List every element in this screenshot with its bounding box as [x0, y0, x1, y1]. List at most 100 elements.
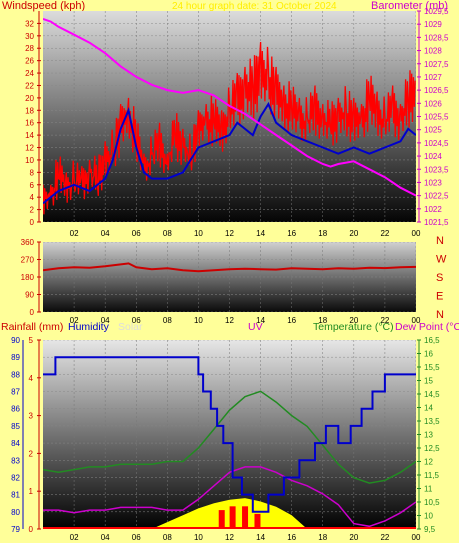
x-tick-label: 12: [225, 316, 234, 325]
humidity-tick-label: 81: [11, 491, 20, 500]
barometer-tick-label: 1025: [424, 126, 442, 135]
x-tick-label: 04: [101, 533, 110, 542]
wind-tick-label: 26: [25, 57, 34, 66]
temperature-tick-label: 15: [424, 377, 433, 386]
temperature-tick-label: 13: [424, 431, 433, 440]
direction-tick-label: 180: [21, 273, 35, 282]
rainfall-bar: [254, 513, 261, 529]
humidity-tick-label: 89: [11, 353, 20, 362]
average-windspeed-line: [43, 101, 416, 205]
x-tick-label: 08: [163, 229, 172, 238]
x-tick-label: 04: [101, 316, 110, 325]
rainfall-bar: [229, 506, 236, 529]
rainfall-bar: [218, 510, 225, 529]
x-tick-label: 16: [287, 533, 296, 542]
humidity-tick-label: 83: [11, 456, 20, 465]
direction-tick-label: 360: [21, 238, 35, 247]
x-tick-label: 22: [380, 229, 389, 238]
uv-label: UV: [248, 321, 263, 333]
x-tick-label: 16: [287, 316, 296, 325]
temperature-tick-label: 16,5: [424, 336, 440, 345]
x-tick-label: 16: [287, 229, 296, 238]
barometer-tick-label: 1029,5: [424, 7, 449, 16]
rainfall-bar: [242, 506, 249, 529]
x-tick-label: 20: [349, 316, 358, 325]
x-tick-label: 08: [163, 533, 172, 542]
x-tick-label: 14: [256, 229, 265, 238]
barometer-line: [43, 17, 416, 197]
temperature-tick-label: 14: [424, 404, 433, 413]
temperature-tick-label: 15,5: [424, 363, 440, 372]
barometer-tick-label: 1028,5: [424, 33, 449, 42]
x-tick-label: 12: [225, 533, 234, 542]
barometer-tick-label: 1026: [424, 99, 442, 108]
barometer-tick-label: 1024,5: [424, 139, 449, 148]
x-tick-label: 04: [101, 229, 110, 238]
temperature-axis-label: Temperature (°C): [313, 321, 394, 333]
barometer-tick-label: 1027,5: [424, 60, 449, 69]
x-tick-label: 02: [70, 316, 79, 325]
barometer-tick-label: 1022,5: [424, 192, 449, 201]
x-tick-label: 18: [318, 316, 327, 325]
rainfall-tick-label: 2: [29, 449, 34, 458]
rainfall-tick-label: 0: [29, 525, 34, 534]
x-tick-label: 22: [380, 316, 389, 325]
direction-tick-label: 270: [21, 256, 35, 265]
humidity-tick-label: 88: [11, 370, 20, 379]
dewpoint-line: [43, 466, 416, 528]
wind-tick-label: 20: [25, 94, 34, 103]
wind-tick-label: 18: [25, 106, 34, 115]
rainfall-axis-label: Rainfall (mm): [1, 321, 63, 333]
chart-date-title: 24 hour graph date: 31 October 2024: [172, 1, 337, 12]
x-tick-label: 14: [256, 316, 265, 325]
x-tick-label: 20: [349, 533, 358, 542]
x-tick-label: 18: [318, 533, 327, 542]
compass-label: N: [436, 235, 444, 247]
temperature-tick-label: 10,5: [424, 498, 440, 507]
wind-tick-label: 32: [25, 19, 34, 28]
temperature-tick-label: 11,5: [424, 471, 440, 480]
wind-tick-label: 12: [25, 144, 34, 153]
windspeed-axis-label: Windspeed (kph): [2, 0, 85, 12]
direction-tick-label: 90: [25, 291, 34, 300]
barometer-tick-label: 1026,5: [424, 86, 449, 95]
barometer-tick-label: 1021,5: [424, 218, 449, 227]
compass-label: S: [436, 272, 443, 284]
temperature-tick-label: 11: [424, 485, 433, 494]
x-tick-label: 22: [380, 533, 389, 542]
barometer-tick-label: 1029: [424, 20, 442, 29]
wind-tick-label: 2: [30, 206, 35, 215]
humidity-axis-label: Humidity: [68, 321, 110, 333]
rainfall-tick-label: 3: [29, 412, 34, 421]
barometer-tick-label: 1023,5: [424, 165, 449, 174]
wind-tick-label: 4: [30, 193, 35, 202]
compass-label: W: [436, 254, 447, 266]
solar-label: Solar: [118, 321, 143, 333]
x-tick-label: 10: [194, 229, 203, 238]
compass-label: E: [436, 291, 443, 303]
wind-tick-label: 6: [30, 181, 35, 190]
x-tick-label: 20: [349, 229, 358, 238]
x-tick-label: 10: [194, 316, 203, 325]
temperature-tick-label: 13,5: [424, 417, 440, 426]
wind-direction-line: [43, 262, 416, 273]
x-tick-label: 00: [412, 229, 421, 238]
direction-tick-label: 0: [30, 308, 35, 317]
barometer-tick-label: 1024: [424, 152, 442, 161]
rainfall-tick-label: 4: [29, 374, 34, 383]
humidity-tick-label: 79: [11, 525, 20, 534]
barometer-tick-label: 1025,5: [424, 113, 449, 122]
x-tick-label: 18: [318, 229, 327, 238]
wind-tick-label: 14: [25, 131, 34, 140]
x-tick-label: 08: [163, 316, 172, 325]
windspeed-series: [43, 41, 416, 215]
rainfall-tick-label: 5: [29, 336, 34, 345]
humidity-tick-label: 87: [11, 388, 20, 397]
x-tick-label: 12: [225, 229, 234, 238]
barometer-tick-label: 1028: [424, 47, 442, 56]
temperature-tick-label: 14,5: [424, 390, 440, 399]
wind-tick-label: 22: [25, 81, 34, 90]
wind-tick-label: 0: [30, 218, 35, 227]
x-tick-label: 02: [70, 533, 79, 542]
